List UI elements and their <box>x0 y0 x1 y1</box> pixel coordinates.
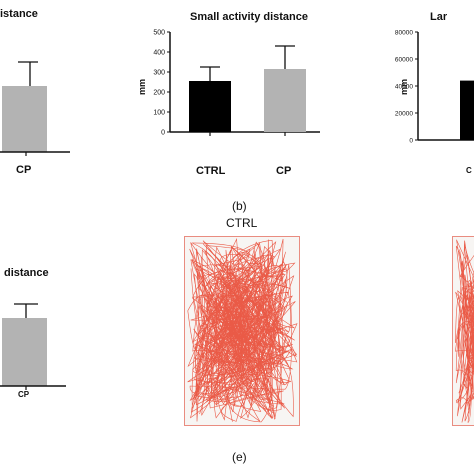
trajectory-path <box>455 239 474 423</box>
panel-c-title: Lar <box>430 11 448 23</box>
panel-b-ytick-label: 500 <box>153 30 165 37</box>
panel-b-bar-ctrl <box>189 81 231 132</box>
panel-a-chart <box>0 61 70 156</box>
panel-c-ytick-label: 20000 <box>395 111 413 118</box>
panel-c-ylabel: mm <box>399 78 410 96</box>
panel-a-xtick-cp: CP <box>16 164 32 176</box>
panel-e-title: CTRL <box>226 216 258 230</box>
panel-b-ylabel: mm <box>137 78 148 96</box>
panel-c-ytick-label: 80000 <box>395 30 413 37</box>
panel-e-caption: (e) <box>232 450 247 464</box>
panel-c-ytick-label: 60000 <box>395 57 413 64</box>
panel-e-trajectory-ctrl <box>184 236 300 426</box>
panel-c-bar <box>460 80 474 140</box>
panel-b-caption: (b) <box>232 199 247 213</box>
panel-b-ytick-label: 400 <box>153 50 165 57</box>
panel-c-ytick-label: 0 <box>409 138 413 145</box>
panel-b-ytick-label: 100 <box>153 110 165 117</box>
panel-b-ytick-label: 300 <box>153 70 165 77</box>
panel-e-trajectory-cp <box>452 236 474 426</box>
panel-b-chart: 0 100 200 300 400 500 <box>153 30 320 137</box>
trajectory-path <box>187 240 296 407</box>
panel-d-bar-cp <box>2 318 47 386</box>
panel-b-ytick-label: 0 <box>161 130 165 137</box>
panel-c-chart: 0 20000 40000 60000 80000 <box>395 30 474 145</box>
panel-c-ytick-label: 40000 <box>395 84 413 91</box>
panel-a-bar-cp <box>2 86 47 152</box>
panel-d-chart <box>0 303 66 390</box>
panel-b-bar-cp <box>264 69 306 132</box>
panel-d-title: distance <box>4 267 49 279</box>
panel-b-ytick-label: 200 <box>153 90 165 97</box>
trajectory-path <box>455 243 474 410</box>
panel-b-title: Small activity distance <box>190 11 308 23</box>
panel-c-xtick: C <box>466 166 472 175</box>
panel-b-xtick-cp: CP <box>276 165 292 177</box>
panel-b-xtick-ctrl: CTRL <box>196 165 226 177</box>
panel-d-xtick-cp: CP <box>18 390 30 399</box>
panel-a-title: istance <box>0 8 38 20</box>
trajectory-path <box>187 239 298 422</box>
trajectory-path <box>189 237 296 422</box>
